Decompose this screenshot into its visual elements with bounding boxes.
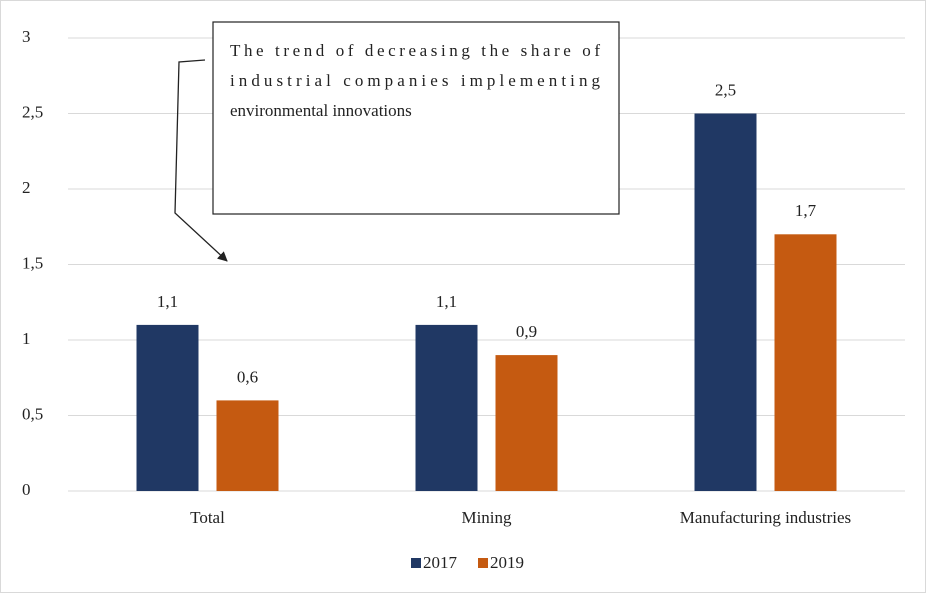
legend-label: 2019 — [490, 553, 524, 572]
y-tick-label: 2 — [22, 178, 31, 197]
y-tick-label: 1 — [22, 329, 31, 348]
y-tick-label: 0,5 — [22, 404, 43, 423]
y-tick-label: 0 — [22, 480, 31, 499]
y-tick-label: 2,5 — [22, 102, 43, 121]
value-label: 1,7 — [795, 201, 817, 220]
annotation-text: environmental innovations — [230, 101, 412, 120]
bar — [495, 355, 558, 491]
x-tick-label: Total — [190, 508, 225, 527]
bar — [415, 324, 478, 491]
x-tick-label: Manufacturing industries — [680, 508, 851, 527]
annotation-box — [212, 21, 620, 215]
legend-label: 2017 — [423, 553, 458, 572]
legend-swatch — [478, 558, 488, 568]
bar — [774, 234, 837, 492]
annotation-text: The trend of decreasing the share of — [230, 41, 600, 60]
legend-swatch — [411, 558, 421, 568]
value-label: 2,5 — [715, 80, 736, 99]
bar — [216, 400, 279, 491]
annotation-arrow — [174, 59, 228, 262]
value-label: 1,1 — [436, 292, 457, 311]
x-tick-label: Mining — [461, 508, 512, 527]
bar — [136, 324, 199, 491]
y-tick-label: 3 — [22, 27, 31, 46]
value-label: 1,1 — [157, 292, 178, 311]
value-label: 0,6 — [237, 367, 258, 386]
bar — [694, 113, 757, 491]
value-label: 0,9 — [516, 322, 537, 341]
y-tick-label: 1,5 — [22, 253, 43, 272]
